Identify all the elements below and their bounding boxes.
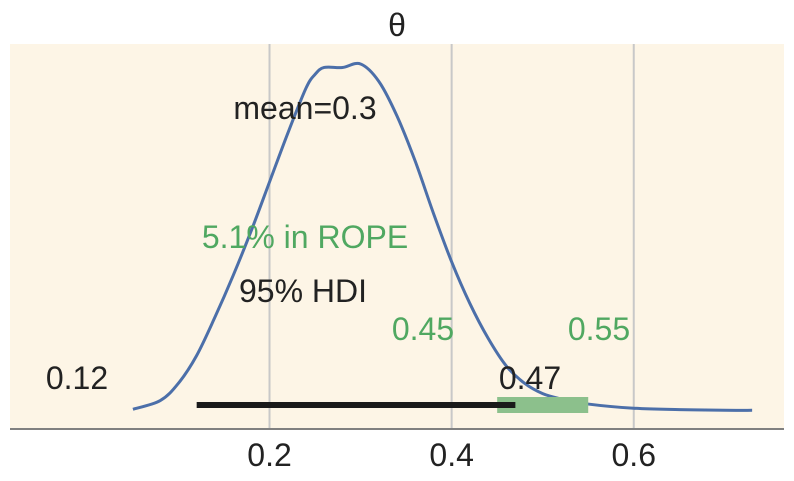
rope-percentage-label: 5.1% in ROPE bbox=[202, 219, 408, 255]
hdi-high-label: 0.47 bbox=[499, 360, 561, 396]
hdi-low-label: 0.12 bbox=[46, 360, 108, 396]
chart-title: θ bbox=[388, 7, 406, 43]
x-tick-label: 0.2 bbox=[247, 437, 291, 473]
grid-lines bbox=[268, 44, 635, 429]
mean-label: mean=0.3 bbox=[233, 90, 376, 126]
rope-low-label: 0.45 bbox=[392, 311, 454, 347]
hdi-label: 95% HDI bbox=[239, 273, 367, 309]
x-axis-ticks: 0.2 0.4 0.6 bbox=[247, 437, 656, 473]
plot-background bbox=[10, 44, 784, 429]
x-tick-label: 0.4 bbox=[429, 437, 473, 473]
x-tick-label: 0.6 bbox=[612, 437, 656, 473]
rope-high-label: 0.55 bbox=[568, 311, 630, 347]
